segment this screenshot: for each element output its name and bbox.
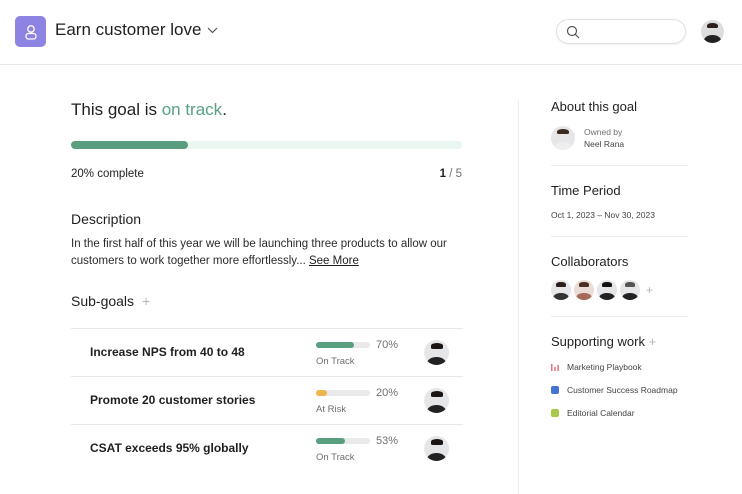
divider <box>551 316 688 317</box>
subgoal-status: On Track <box>316 356 355 367</box>
divider <box>551 236 688 237</box>
subgoal-progress-bar <box>316 342 370 348</box>
project-square-icon <box>551 386 559 394</box>
goal-title-dropdown[interactable]: Earn customer love <box>55 20 218 40</box>
header: Earn customer love <box>0 0 742 65</box>
supporting-work-item[interactable]: Customer Success Roadmap <box>551 385 678 395</box>
subgoal-name: CSAT exceeds 95% globally <box>90 441 249 455</box>
subgoal-percent: 70% <box>376 339 399 351</box>
add-collaborator-button[interactable]: + <box>646 283 654 297</box>
bar-chart-icon <box>551 364 559 371</box>
collaborator-avatar[interactable] <box>574 280 594 300</box>
subgoal-progress-fill <box>316 342 354 348</box>
add-supporting-work-button[interactable]: + <box>648 334 657 349</box>
see-more-link[interactable]: See More <box>308 254 359 267</box>
subgoals-heading: Sub-goals + <box>71 293 151 309</box>
supporting-work-item[interactable]: Marketing Playbook <box>551 362 642 372</box>
supporting-work-label: Customer Success Roadmap <box>567 385 678 395</box>
add-subgoal-button[interactable]: + <box>141 293 151 309</box>
subgoal-progress-fill <box>316 390 327 396</box>
subgoal-row[interactable]: Promote 20 customer stories 20% At Risk <box>71 376 463 424</box>
collaborators-heading: Collaborators <box>551 254 629 269</box>
subgoal-progress-bar <box>316 390 370 396</box>
subgoal-name: Promote 20 customer stories <box>90 393 256 407</box>
supporting-work-label: Marketing Playbook <box>567 362 642 372</box>
description-heading: Description <box>71 211 142 227</box>
subgoal-owner-avatar[interactable] <box>424 340 449 365</box>
owner-avatar[interactable] <box>551 126 575 150</box>
chevron-down-icon <box>208 27 218 33</box>
divider <box>551 165 688 166</box>
goal-status: on track <box>161 100 223 119</box>
supporting-work-item[interactable]: Editorial Calendar <box>551 408 635 418</box>
progress-count: 1 / 5 <box>439 168 462 180</box>
subgoal-status: At Risk <box>316 404 347 415</box>
subgoal-progress-bar <box>316 438 370 444</box>
supporting-work-heading: Supporting work + <box>551 334 657 349</box>
about-heading: About this goal <box>551 99 638 114</box>
collaborator-avatar[interactable] <box>620 280 640 300</box>
description-text: In the first half of this year we will b… <box>71 238 447 267</box>
collaborator-avatar[interactable] <box>597 280 617 300</box>
owned-by-label: Owned by <box>584 127 623 137</box>
subgoal-progress-fill <box>316 438 345 444</box>
subgoal-owner-avatar[interactable] <box>424 388 449 413</box>
goal-progress-bar <box>71 141 462 149</box>
time-period-range: Oct 1, 2023 – Nov 30, 2023 <box>551 210 655 220</box>
owner-name: Neel Rana <box>584 139 625 149</box>
collaborator-avatar[interactable] <box>551 280 571 300</box>
goal-person-icon <box>15 16 46 47</box>
search-input[interactable] <box>556 19 686 44</box>
supporting-work-label: Editorial Calendar <box>567 408 635 418</box>
subgoal-percent: 53% <box>376 435 399 447</box>
goal-status-line: This goal is on track. <box>71 100 227 119</box>
subgoal-percent: 20% <box>376 387 399 399</box>
subgoal-status: On Track <box>316 452 355 463</box>
subgoal-row[interactable]: Increase NPS from 40 to 48 70% On Track <box>71 328 463 376</box>
progress-label: 20% complete <box>71 168 144 180</box>
column-divider <box>518 100 519 494</box>
search-icon <box>566 25 580 39</box>
subgoal-name: Increase NPS from 40 to 48 <box>90 345 245 359</box>
subgoal-owner-avatar[interactable] <box>424 436 449 461</box>
subgoal-row[interactable]: CSAT exceeds 95% globally 53% On Track <box>71 424 463 472</box>
user-avatar[interactable] <box>701 20 724 43</box>
time-period-heading: Time Period <box>551 183 621 198</box>
goal-title: Earn customer love <box>55 20 202 39</box>
project-square-icon <box>551 409 559 417</box>
